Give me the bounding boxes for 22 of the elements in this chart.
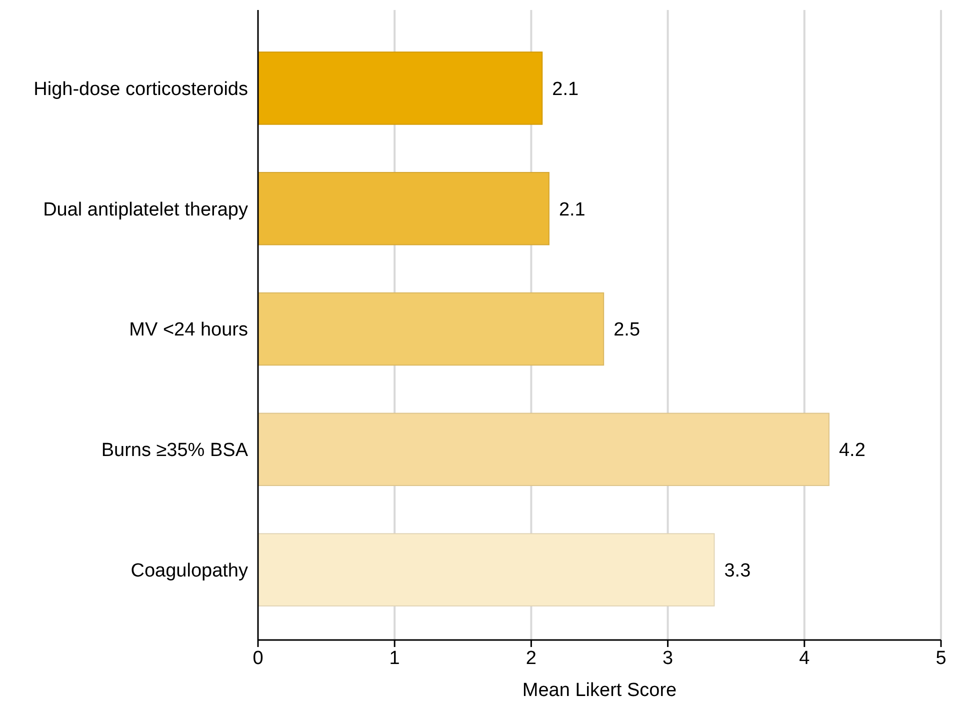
bar (258, 533, 715, 606)
bar (258, 172, 550, 246)
x-axis-title: Mean Likert Score (522, 680, 677, 701)
data-label: 2.1 (552, 78, 579, 100)
data-label: 2.5 (614, 320, 640, 341)
y-tick-label: Coagulopathy (130, 560, 248, 582)
x-tick-label: 5 (936, 648, 946, 669)
x-tick-label: 4 (799, 648, 810, 669)
y-tick-label: High-dose corticosteroids (34, 78, 248, 100)
x-tick-label: 3 (662, 648, 674, 669)
x-tick-label: 1 (389, 648, 400, 669)
data-label: 4.2 (838, 440, 866, 462)
x-tick-label: 2 (526, 648, 536, 669)
data-label: 2.1 (558, 199, 586, 220)
bar (258, 292, 604, 366)
y-tick-label: Dual antiplatelet therapy (43, 199, 248, 220)
bar (258, 412, 830, 486)
y-tick-label: MV <24 hours (129, 320, 248, 341)
bar (258, 52, 543, 125)
data-label: 3.3 (724, 560, 751, 582)
x-tick-label: 0 (252, 648, 264, 669)
y-tick-label: Burns ≥35% BSA (101, 440, 248, 462)
